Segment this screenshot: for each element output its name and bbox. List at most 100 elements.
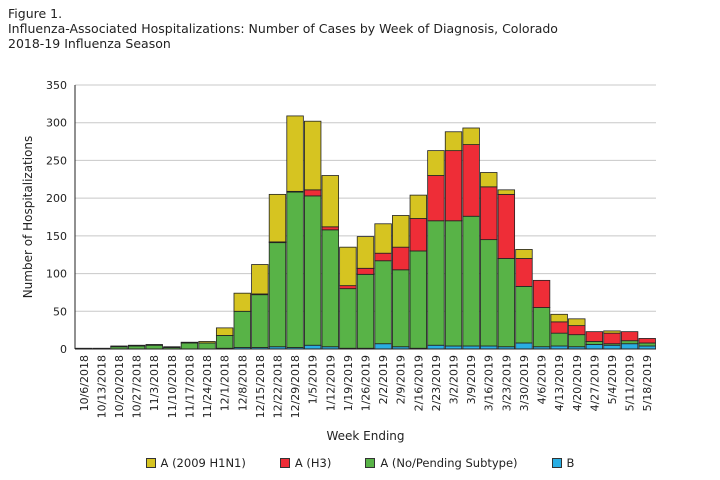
x-tick-label: 2/2/2019 — [377, 355, 390, 404]
bar-segment-h3 — [444, 150, 463, 222]
y-tick-label: 300 — [46, 117, 67, 130]
bar-segment-b — [427, 344, 445, 350]
bar-segment-h1n1 — [286, 115, 304, 192]
x-tick-label: 5/4/2019 — [606, 355, 619, 404]
legend-item: B — [551, 456, 575, 470]
bar-segment-h3 — [374, 252, 392, 262]
bar-segment-h1n1 — [409, 194, 427, 219]
bar-segment-h1n1 — [110, 345, 128, 348]
bar-segment-h1n1 — [603, 330, 621, 334]
bar-segment-h3 — [550, 321, 568, 334]
bar-segment-h1n1 — [568, 318, 586, 327]
bar-segment-h1n1 — [215, 327, 234, 336]
bar-segment-no-subtype — [620, 340, 639, 345]
bar-segment-b — [620, 343, 639, 350]
bar-segment-no-subtype — [233, 310, 251, 348]
x-tick-label: 1/19/2019 — [342, 355, 355, 411]
bar-segment-no-subtype — [286, 191, 304, 348]
bar-segment-b — [603, 344, 621, 350]
bar-segment-no-subtype — [304, 195, 322, 346]
bar-segment-h3 — [462, 144, 480, 217]
x-tick-label: 10/13/2018 — [95, 355, 108, 418]
x-tick-label: 3/30/2019 — [518, 355, 531, 411]
bar-segment-h1n1 — [268, 193, 287, 243]
legend-swatch — [365, 458, 376, 468]
bar-segment-h3 — [409, 218, 427, 252]
legend-label: A (H3) — [294, 456, 332, 470]
y-tick-label: 350 — [46, 79, 67, 92]
y-tick-label: 50 — [53, 305, 67, 318]
x-tick-label: 12/29/2018 — [289, 355, 302, 418]
y-tick-label: 100 — [46, 268, 67, 281]
bar-segment-h1n1 — [427, 150, 445, 176]
x-tick-label: 3/23/2019 — [500, 355, 513, 411]
bar-segment-h1n1 — [339, 246, 357, 287]
x-tick-label: 3/2/2019 — [448, 355, 461, 404]
legend-swatch — [145, 458, 156, 468]
bar-segment-no-subtype — [145, 344, 163, 350]
bar-segment-h1n1 — [515, 249, 533, 259]
x-tick-label: 3/9/2019 — [465, 355, 478, 404]
chart-title: Influenza-Associated Hospitalizations: N… — [8, 21, 558, 36]
bar-segment-h3 — [427, 175, 445, 222]
bar-segment-h1n1 — [180, 341, 199, 344]
x-tick-label: 11/24/2018 — [201, 355, 214, 418]
bars — [75, 115, 656, 350]
bar-segment-no-subtype — [532, 307, 551, 348]
x-tick-label: 10/6/2018 — [78, 355, 91, 411]
bar-segment-h1n1 — [163, 346, 181, 348]
bar-segment-h1n1 — [145, 344, 163, 346]
legend-swatch — [551, 458, 562, 468]
x-tick-label: 12/22/2018 — [271, 355, 284, 418]
bar-segment-no-subtype — [251, 294, 269, 348]
x-tick-label: 4/13/2019 — [553, 355, 566, 411]
x-tick-label: 2/16/2019 — [412, 355, 425, 411]
bar-segment-h3 — [603, 332, 621, 345]
y-tick-label: 200 — [46, 192, 67, 205]
legend-swatch — [279, 458, 290, 468]
bar-segment-h1n1 — [198, 341, 216, 344]
x-tick-label: 10/27/2018 — [131, 355, 144, 418]
bar-segment-h1n1 — [251, 264, 269, 295]
x-tick-label: 12/8/2018 — [236, 355, 249, 411]
x-tick-label: 2/9/2019 — [395, 355, 408, 404]
bar-segment-no-subtype — [215, 335, 234, 349]
y-tick-label: 0 — [60, 343, 67, 356]
x-tick-label: 4/20/2019 — [571, 355, 584, 411]
bar-segment-no-subtype — [321, 229, 339, 348]
bar-segment-no-subtype — [568, 334, 586, 348]
x-tick-label: 5/18/2019 — [641, 355, 654, 411]
bar-segment-no-subtype — [515, 285, 533, 344]
bar-segment-h1n1 — [462, 127, 480, 145]
bar-segment-h1n1 — [304, 120, 322, 191]
legend: A (2009 H1N1) A (H3) A (No/Pending Subtype… — [0, 456, 720, 470]
bar-segment-no-subtype — [638, 342, 656, 347]
bar-segment-h3 — [480, 186, 498, 241]
bar-segment-no-subtype — [462, 215, 480, 347]
bar-segment-b — [304, 344, 322, 350]
bar-segment-no-subtype — [480, 239, 498, 347]
bar-segment-h1n1 — [392, 215, 410, 248]
y-axis-title: Number of Hospitalizations — [21, 136, 35, 299]
bar-segment-no-subtype — [180, 342, 199, 350]
bar-segment-h1n1 — [497, 189, 516, 195]
x-tick-label: 4/6/2019 — [536, 355, 549, 404]
x-tick-label: 11/10/2018 — [166, 355, 179, 418]
bar-segment-no-subtype — [374, 260, 392, 345]
bar-segment-no-subtype — [427, 220, 445, 346]
legend-label: B — [566, 456, 575, 470]
legend-item: A (2009 H1N1) — [145, 456, 246, 470]
bar-segment-h3 — [568, 325, 586, 336]
bar-segment-h1n1 — [444, 131, 463, 152]
x-tick-label: 1/12/2019 — [324, 355, 337, 411]
bar-segment-h1n1 — [127, 344, 146, 347]
y-tick-label: 150 — [46, 230, 67, 243]
figure-title-block: Figure 1. Influenza-Associated Hospitali… — [8, 6, 558, 51]
bar-segment-h3 — [585, 331, 604, 342]
y-tick-labels: 0 50 100 150 200 250 300 350 — [46, 79, 67, 356]
bar-segment-h3 — [356, 267, 375, 275]
x-tick-label: 12/1/2018 — [219, 355, 232, 411]
bar-segment-h1n1 — [233, 292, 251, 312]
bar-segment-h1n1 — [480, 172, 498, 188]
bar-segment-no-subtype — [356, 273, 375, 349]
